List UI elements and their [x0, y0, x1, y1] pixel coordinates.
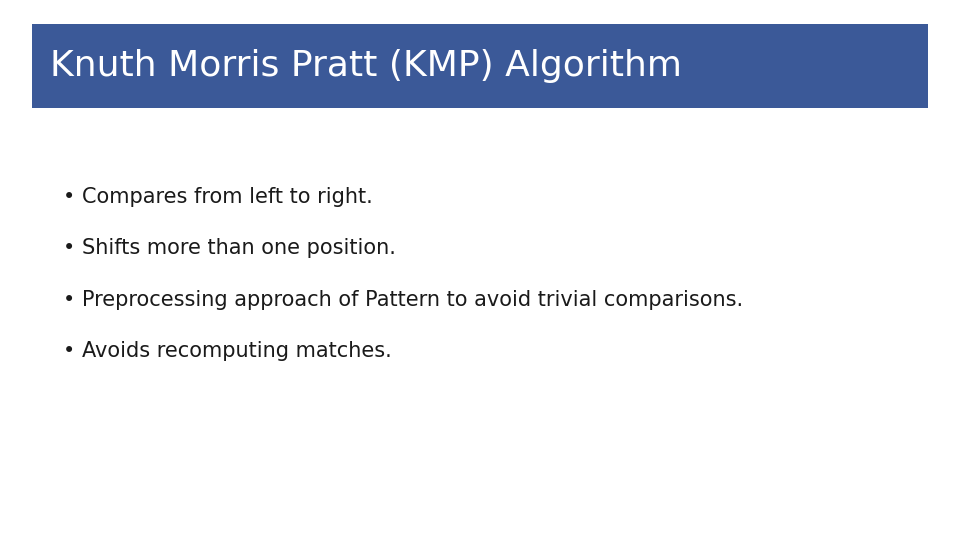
- Text: Preprocessing approach of Pattern to avoid trivial comparisons.: Preprocessing approach of Pattern to avo…: [82, 289, 743, 310]
- Text: •: •: [62, 341, 75, 361]
- Text: •: •: [62, 238, 75, 259]
- Text: •: •: [62, 187, 75, 207]
- Text: Knuth Morris Pratt (KMP) Algorithm: Knuth Morris Pratt (KMP) Algorithm: [50, 49, 682, 83]
- Text: Shifts more than one position.: Shifts more than one position.: [82, 238, 396, 259]
- FancyBboxPatch shape: [32, 24, 928, 108]
- Text: Avoids recomputing matches.: Avoids recomputing matches.: [82, 341, 392, 361]
- Text: Compares from left to right.: Compares from left to right.: [82, 187, 372, 207]
- Text: •: •: [62, 289, 75, 310]
